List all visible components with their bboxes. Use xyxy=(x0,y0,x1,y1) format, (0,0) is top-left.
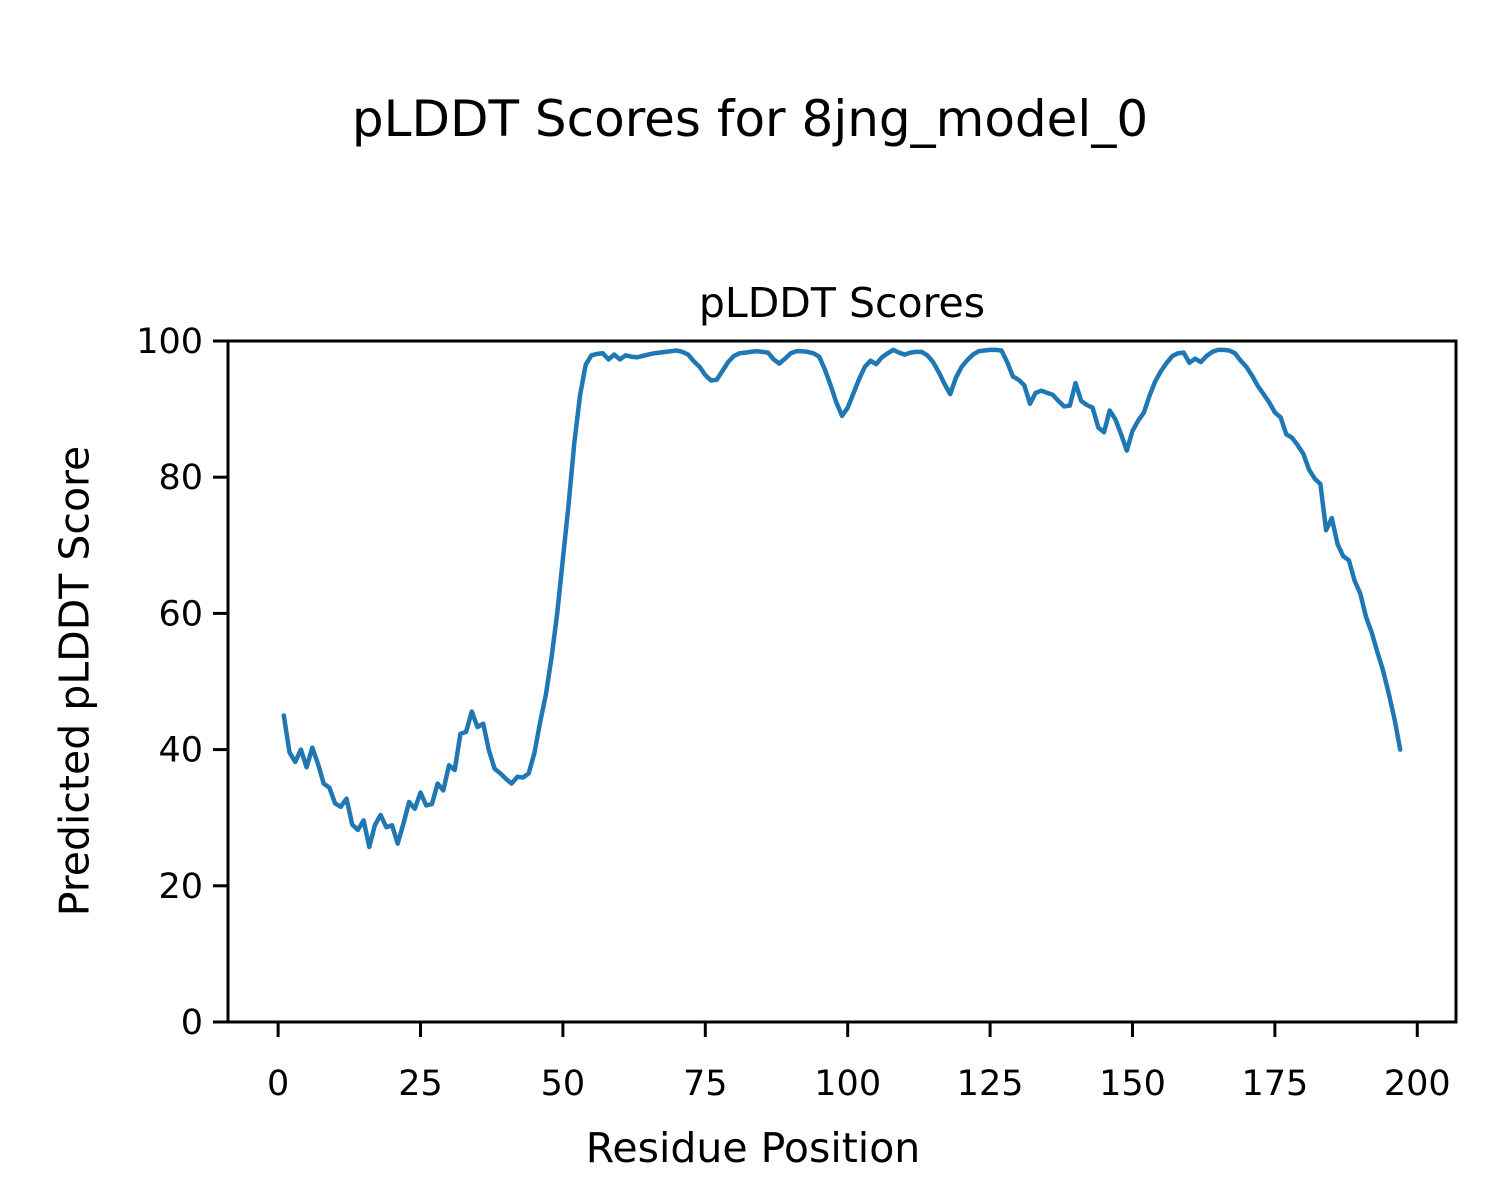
axes-title: pLDDT Scores xyxy=(698,279,986,327)
x-tick-label: 150 xyxy=(1099,1064,1166,1104)
y-tick-label: 60 xyxy=(158,594,203,634)
x-tick-label: 175 xyxy=(1241,1064,1308,1104)
x-axis-label: Residue Position xyxy=(585,1124,921,1172)
x-tick-label: 25 xyxy=(398,1064,443,1104)
y-tick-label: 40 xyxy=(158,731,203,771)
x-tick-label: 100 xyxy=(814,1064,881,1104)
y-tick-label: 20 xyxy=(158,867,203,907)
y-tick-label: 100 xyxy=(136,322,203,362)
axes-box xyxy=(226,339,1458,1024)
y-tick-label: 80 xyxy=(158,458,203,498)
x-tick-label: 0 xyxy=(267,1064,289,1104)
x-tick-label: 75 xyxy=(683,1064,728,1104)
x-tick-label: 200 xyxy=(1384,1064,1451,1104)
figure-suptitle: pLDDT Scores for 8jng_model_0 xyxy=(351,90,1149,148)
y-tick-label: 0 xyxy=(181,1003,203,1043)
x-tick-label: 125 xyxy=(957,1064,1024,1104)
plddt-line xyxy=(281,347,1403,850)
x-tick-label: 50 xyxy=(541,1064,586,1104)
